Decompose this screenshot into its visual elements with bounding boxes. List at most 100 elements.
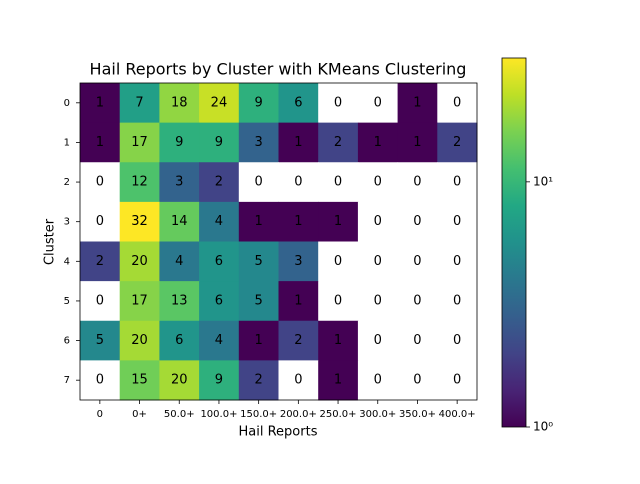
cell-label: 1 <box>294 293 302 308</box>
heatmap-cell <box>318 320 359 361</box>
heatmap-cell <box>159 83 200 124</box>
heatmap-cell <box>437 122 478 163</box>
heatmap-cell <box>199 360 240 401</box>
y-tick-label: 7 <box>64 375 70 386</box>
cell-label: 2 <box>215 175 223 190</box>
cell-label: 1 <box>255 214 263 229</box>
x-tick-label: 150.0+ <box>240 409 277 420</box>
cell-label: 1 <box>334 333 342 348</box>
heatmap-cell <box>199 83 240 124</box>
heatmap-cell <box>278 320 319 361</box>
y-tick-label: 5 <box>64 296 70 307</box>
heatmap-cell <box>199 122 240 163</box>
x-axis-label: Hail Reports <box>239 425 318 440</box>
cell-label: 0 <box>413 373 421 388</box>
heatmap-cell <box>238 281 279 322</box>
y-tick-label: 3 <box>64 217 70 228</box>
cell-label: 2 <box>96 254 104 269</box>
cell-label: 0 <box>334 95 342 110</box>
cell-label: 0 <box>334 293 342 308</box>
heatmap-cell <box>318 241 359 282</box>
cell-label: 6 <box>215 254 223 269</box>
cell-label: 2 <box>334 135 342 150</box>
x-tick-label: 0 <box>97 409 103 420</box>
heatmap-cell <box>119 122 160 163</box>
heatmap-cell <box>397 360 438 401</box>
cell-label: 18 <box>171 95 188 110</box>
heatmap-cell <box>238 241 279 282</box>
cell-label: 1 <box>294 135 302 150</box>
heatmap-cell <box>278 281 319 322</box>
heatmap-cell <box>199 241 240 282</box>
cell-label: 9 <box>215 135 223 150</box>
heatmap-cell <box>80 241 121 282</box>
heatmap-cell <box>397 201 438 242</box>
heatmap-cell <box>437 320 478 361</box>
cell-label: 14 <box>171 214 188 229</box>
x-tick-label: 0+ <box>132 409 147 420</box>
heatmap-cell <box>159 320 200 361</box>
heatmap-cell <box>80 360 121 401</box>
heatmap-cell <box>278 241 319 282</box>
cell-label: 0 <box>96 214 104 229</box>
cell-label: 1 <box>255 333 263 348</box>
x-tick-label: 350.0+ <box>399 409 436 420</box>
cell-label: 0 <box>413 293 421 308</box>
cell-label: 24 <box>211 95 228 110</box>
cell-label: 0 <box>374 95 382 110</box>
heatmap-cell <box>119 201 160 242</box>
heatmap-cell <box>119 162 160 203</box>
heatmap-cell <box>159 201 200 242</box>
x-tick-label: 100.0+ <box>200 409 237 420</box>
cell-label: 0 <box>334 175 342 190</box>
cell-label: 2 <box>294 333 302 348</box>
heatmap-cell <box>238 162 279 203</box>
heatmap-cell <box>80 83 121 124</box>
y-tick-label: 1 <box>64 137 70 148</box>
cell-label: 0 <box>453 293 461 308</box>
cell-label: 0 <box>413 175 421 190</box>
heatmap-cell <box>278 162 319 203</box>
cell-label: 4 <box>175 254 183 269</box>
heatmap-cell <box>238 83 279 124</box>
heatmap-cell <box>80 320 121 361</box>
heatmap-cell <box>159 162 200 203</box>
cell-label: 0 <box>453 214 461 229</box>
cell-label: 0 <box>334 254 342 269</box>
cell-label: 5 <box>96 333 104 348</box>
cell-label: 0 <box>96 175 104 190</box>
cell-label: 0 <box>453 175 461 190</box>
x-tick-label: 200.0+ <box>280 409 317 420</box>
heatmap-cell <box>357 360 399 401</box>
cell-label: 32 <box>131 214 148 229</box>
heatmap-cell <box>397 83 438 124</box>
cell-label: 0 <box>453 333 461 348</box>
cell-label: 20 <box>131 254 148 269</box>
cell-label: 1 <box>334 373 342 388</box>
heatmap-cell <box>199 201 240 242</box>
heatmap-cell <box>119 320 160 361</box>
cell-label: 1 <box>96 135 104 150</box>
cell-label: 13 <box>171 293 188 308</box>
heatmap-cell <box>238 320 279 361</box>
y-axis-label: Cluster <box>43 218 58 265</box>
cell-label: 0 <box>374 333 382 348</box>
heatmap-cell <box>199 162 240 203</box>
cell-label: 2 <box>255 373 263 388</box>
heatmap-cell <box>238 201 279 242</box>
cell-label: 0 <box>413 214 421 229</box>
heatmap-cell <box>397 162 438 203</box>
cell-label: 4 <box>215 214 223 229</box>
cell-label: 4 <box>215 333 223 348</box>
cell-label: 1 <box>413 95 421 110</box>
heatmap-cell <box>437 281 478 322</box>
cell-label: 9 <box>215 373 223 388</box>
heatmap-cell <box>318 122 359 163</box>
colorbar-tick-label: 10¹ <box>533 174 553 188</box>
heatmap-cell <box>119 360 160 401</box>
cell-label: 2 <box>453 135 461 150</box>
heatmap-cell <box>397 241 438 282</box>
heatmap-cell <box>318 201 359 242</box>
cell-label: 15 <box>131 373 148 388</box>
